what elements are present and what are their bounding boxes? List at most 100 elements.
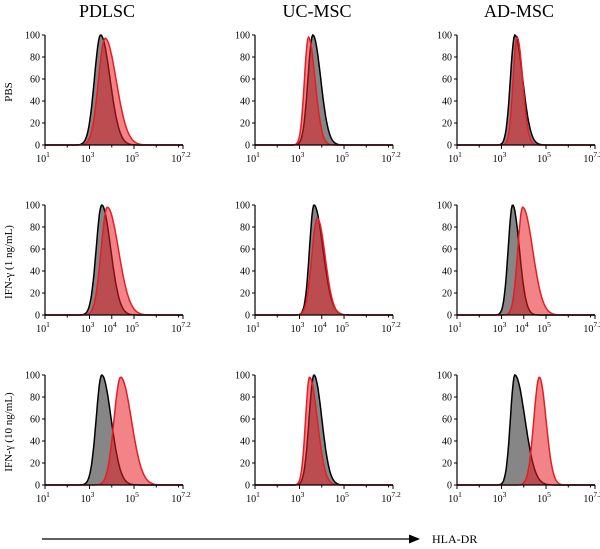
y-tick-label: 20 — [240, 459, 250, 470]
histogram-panel: 0 20 40 60 80 100 101 103 104 105 107.2 — [235, 201, 401, 336]
y-tick-label: 40 — [30, 437, 40, 448]
stained-histogram-fill — [45, 38, 183, 145]
y-tick-label: 40 — [240, 97, 250, 108]
row-label-pbs: PBS — [3, 82, 15, 102]
row-label-ifn-10: IFN-γ (10 ng/mL) — [3, 392, 15, 472]
x-tick-label: 103 — [291, 320, 305, 335]
y-tick-label: 100 — [437, 371, 452, 382]
y-tick-label: 100 — [25, 201, 40, 212]
y-tick-label: 0 — [245, 481, 250, 492]
x-tick-label: 105 — [335, 490, 349, 505]
histogram-panel: 0 20 40 60 80 100 101 103 104 105 107.2 — [25, 201, 191, 336]
y-tick-label: 0 — [447, 141, 452, 152]
row-label-ifn-1: IFN-γ (1 ng/mL) — [3, 225, 15, 299]
y-tick-label: 20 — [442, 119, 452, 130]
x-tick-label: 107.2 — [583, 490, 600, 505]
histogram-panel: 0 20 40 60 80 100 101 103 105 107.2 — [25, 31, 191, 166]
y-tick-label: 40 — [30, 267, 40, 278]
y-tick-label: 40 — [240, 267, 250, 278]
y-tick-label: 20 — [240, 289, 250, 300]
x-tick-label: 103 — [291, 150, 305, 165]
y-tick-label: 20 — [30, 289, 40, 300]
x-tick-label: 101 — [36, 490, 50, 505]
y-tick-label: 80 — [30, 393, 40, 404]
y-tick-label: 40 — [442, 267, 452, 278]
x-tick-label: 101 — [448, 490, 462, 505]
y-tick-label: 20 — [442, 459, 452, 470]
x-tick-label: 101 — [246, 320, 260, 335]
x-axis-arrow — [42, 534, 420, 544]
x-tick-label: 104 — [103, 320, 117, 335]
x-tick-label: 101 — [448, 320, 462, 335]
y-tick-label: 40 — [30, 97, 40, 108]
stained-histogram-fill — [457, 207, 595, 315]
y-tick-label: 0 — [447, 311, 452, 322]
y-tick-label: 0 — [447, 481, 452, 492]
y-tick-label: 80 — [30, 53, 40, 64]
control-histogram-fill — [255, 35, 393, 145]
histogram-panels: 0 20 40 60 80 100 101 103 105 107.2 0 20 40 60 80 100 10… — [25, 31, 600, 506]
x-axis-label: HLA-DR — [432, 532, 477, 546]
y-tick-label: 60 — [30, 245, 40, 256]
y-tick-label: 80 — [30, 223, 40, 234]
y-tick-label: 100 — [437, 201, 452, 212]
x-tick-label: 107.2 — [171, 320, 191, 335]
stained-histogram-fill — [255, 218, 393, 315]
x-tick-label: 107.2 — [583, 150, 600, 165]
y-tick-label: 20 — [30, 119, 40, 130]
x-tick-label: 105 — [537, 150, 551, 165]
y-tick-label: 60 — [442, 415, 452, 426]
y-tick-label: 60 — [240, 75, 250, 86]
histogram-panel: 0 20 40 60 80 100 101 103 105 107.2 — [235, 31, 401, 166]
x-tick-label: 105 — [125, 320, 139, 335]
x-tick-label: 103 — [81, 320, 95, 335]
y-tick-label: 100 — [235, 371, 250, 382]
y-tick-label: 60 — [240, 415, 250, 426]
y-tick-label: 0 — [35, 141, 40, 152]
y-tick-label: 20 — [240, 119, 250, 130]
x-tick-label: 105 — [125, 150, 139, 165]
y-tick-label: 60 — [240, 245, 250, 256]
y-tick-label: 0 — [35, 481, 40, 492]
y-tick-label: 20 — [442, 289, 452, 300]
y-tick-label: 60 — [30, 75, 40, 86]
x-tick-label: 101 — [36, 150, 50, 165]
stained-histogram-fill — [45, 207, 183, 315]
y-tick-label: 40 — [442, 97, 452, 108]
x-tick-label: 104 — [313, 320, 327, 335]
y-tick-label: 20 — [30, 459, 40, 470]
y-tick-label: 40 — [442, 437, 452, 448]
y-tick-label: 80 — [240, 223, 250, 234]
x-tick-label: 107.2 — [381, 320, 401, 335]
histogram-panel: 0 20 40 60 80 100 101 103 105 107.2 — [235, 371, 401, 506]
x-tick-label: 107.2 — [381, 150, 401, 165]
histogram-panel: 0 20 40 60 80 100 101 103 104 105 107.2 — [437, 201, 600, 336]
y-tick-label: 100 — [235, 31, 250, 42]
histogram-panel: 0 20 40 60 80 100 101 103 105 107.2 — [437, 31, 600, 166]
histogram-panel: 0 20 40 60 80 100 101 103 105 107.2 — [25, 371, 191, 506]
x-tick-label: 107.2 — [583, 320, 600, 335]
x-tick-label: 107.2 — [171, 150, 191, 165]
y-tick-label: 100 — [235, 201, 250, 212]
x-tick-label: 107.2 — [171, 490, 191, 505]
x-tick-label: 103 — [291, 490, 305, 505]
column-title-ad-msc: AD-MSC — [484, 1, 554, 21]
x-tick-label: 103 — [493, 490, 507, 505]
y-tick-label: 0 — [245, 311, 250, 322]
y-tick-label: 100 — [437, 31, 452, 42]
x-tick-label: 104 — [515, 320, 529, 335]
stained-histogram-fill — [45, 377, 183, 485]
x-tick-label: 103 — [493, 150, 507, 165]
y-tick-label: 100 — [25, 31, 40, 42]
x-tick-label: 101 — [246, 490, 260, 505]
y-tick-label: 60 — [442, 75, 452, 86]
y-tick-label: 60 — [30, 415, 40, 426]
y-tick-label: 80 — [442, 393, 452, 404]
x-tick-label: 101 — [36, 320, 50, 335]
y-tick-label: 60 — [442, 245, 452, 256]
stained-histogram-fill — [457, 37, 595, 145]
y-tick-label: 80 — [240, 393, 250, 404]
y-tick-label: 100 — [25, 371, 40, 382]
y-tick-label: 40 — [240, 437, 250, 448]
